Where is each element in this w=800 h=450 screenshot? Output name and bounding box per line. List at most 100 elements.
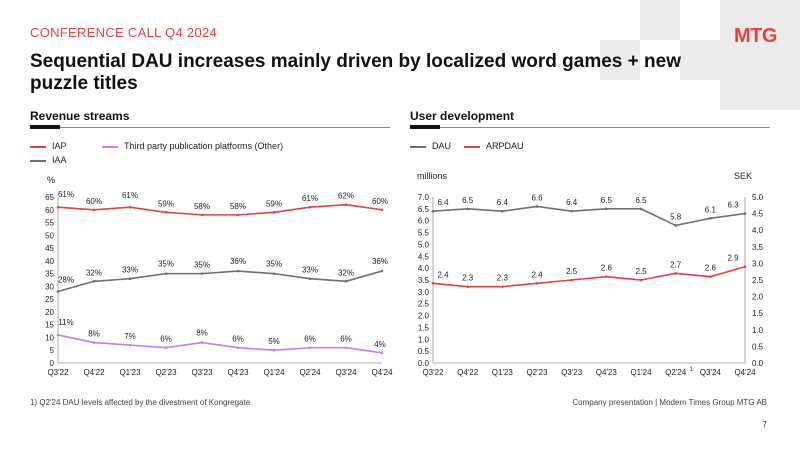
legend-item-iap: IAP xyxy=(30,141,67,151)
data-point xyxy=(501,285,504,288)
x-tick-label: Q4'22 xyxy=(457,368,479,377)
data-label: 7% xyxy=(124,332,136,341)
data-point xyxy=(308,346,312,349)
data-label: 33% xyxy=(302,266,318,275)
y2-tick-label: 4.5 xyxy=(752,210,764,219)
y-tick-label: 0.5 xyxy=(418,347,430,356)
x-tick-label: Q2'23 xyxy=(526,368,548,377)
data-point xyxy=(92,208,96,212)
data-label: 2.5 xyxy=(566,267,578,276)
data-label: 61% xyxy=(58,190,74,199)
y2-tick-label: 4.0 xyxy=(752,226,764,235)
x-tick-label: Q3'22 xyxy=(422,368,444,377)
y-tick-label: 3.5 xyxy=(418,276,430,285)
x-tick-label: Q3'24 xyxy=(335,368,357,377)
data-label: 28% xyxy=(58,275,74,284)
data-label: 8% xyxy=(196,329,208,338)
data-label: 6.1 xyxy=(705,205,717,214)
y-tick-label: 1.0 xyxy=(418,335,430,344)
data-point xyxy=(164,211,168,214)
data-point xyxy=(92,341,96,344)
data-label: 60% xyxy=(86,197,102,206)
decor-block xyxy=(720,0,800,110)
data-label: 32% xyxy=(338,268,354,277)
data-point xyxy=(380,208,384,212)
data-label: 2.6 xyxy=(705,264,717,273)
data-point xyxy=(466,285,469,288)
y2-tick-label: 5.0 xyxy=(752,193,764,202)
series-line-dau xyxy=(432,205,746,227)
data-point xyxy=(639,207,643,211)
data-point xyxy=(639,278,643,282)
y-tick-label: 6.5 xyxy=(418,205,430,214)
x-tick-label: Q2'24 xyxy=(299,368,321,377)
data-label: 2.5 xyxy=(635,267,647,276)
y-tick-label: 0.0 xyxy=(418,359,430,368)
data-point xyxy=(743,265,747,269)
section-divider xyxy=(30,127,390,128)
section-divider-accent xyxy=(30,125,60,129)
x-tick-label: Q4'23 xyxy=(596,368,618,377)
data-point xyxy=(501,209,504,213)
x-tick-label: Q3'24 xyxy=(700,368,722,377)
y-tick-label: 15 xyxy=(45,321,54,330)
data-label: 6% xyxy=(340,335,352,344)
x-tick-label: Q4'23 xyxy=(227,368,249,377)
data-label: 5.8 xyxy=(670,212,682,221)
data-point xyxy=(272,348,276,352)
footer-source: Company presentation | Modern Times Grou… xyxy=(572,398,767,407)
data-label: 11% xyxy=(58,318,73,327)
data-label: 35% xyxy=(266,260,282,269)
data-point xyxy=(466,207,469,211)
y2-tick-label: 2.5 xyxy=(752,276,764,285)
y-tick-label: 60 xyxy=(45,206,54,215)
data-point xyxy=(380,269,384,273)
data-label: 6% xyxy=(160,335,172,344)
y-tick-label: 5.5 xyxy=(418,229,430,238)
x-tick-label: Q2'23 xyxy=(155,368,177,377)
legend-item-dau: DAU xyxy=(410,141,451,151)
data-label: 36% xyxy=(230,257,246,266)
y-tick-label: 4.5 xyxy=(418,252,430,261)
data-point xyxy=(344,279,348,283)
y-tick-label: 5.0 xyxy=(418,240,430,249)
x-tick-label: Q1'24 xyxy=(263,368,285,377)
data-label: 35% xyxy=(158,260,174,269)
y-tick-label: 3.0 xyxy=(418,288,430,297)
data-label: 36% xyxy=(372,257,388,266)
legend-swatch xyxy=(102,145,118,148)
decor-block xyxy=(640,0,680,40)
legend-swatch xyxy=(30,145,46,148)
y2-tick-label: 0.0 xyxy=(752,359,764,368)
data-point xyxy=(535,205,539,208)
data-label: 6.4 xyxy=(437,198,449,207)
data-label: 6.5 xyxy=(635,196,647,205)
x-tick-label: Q3'22 xyxy=(47,368,69,377)
data-point xyxy=(308,277,312,281)
data-point xyxy=(56,333,60,337)
data-label: 6% xyxy=(232,335,244,344)
footnote: 1) Q2'24 DAU levels affected by the dive… xyxy=(30,398,251,407)
section-divider xyxy=(410,127,770,128)
legend-swatch xyxy=(464,145,480,148)
y2-tick-label: 3.0 xyxy=(752,259,764,268)
series-line-third xyxy=(57,334,383,354)
legend-item-third-party: Third party publication platforms (Other… xyxy=(102,141,283,151)
y-tick-label: 5 xyxy=(50,346,55,355)
data-point xyxy=(570,278,573,282)
y2-tick-label: 3.5 xyxy=(752,243,764,252)
data-point xyxy=(200,272,204,275)
revenue-y-unit: % xyxy=(47,175,56,185)
footnote-marker: 1 xyxy=(690,367,694,373)
user-y-unit: millions xyxy=(417,171,448,181)
data-label: 6% xyxy=(304,335,316,344)
data-point xyxy=(272,211,276,214)
data-label: 6.4 xyxy=(566,198,578,207)
data-label: 61% xyxy=(302,194,318,203)
data-label: 2.4 xyxy=(531,270,543,279)
y2-tick-label: 1.5 xyxy=(752,309,764,318)
data-point xyxy=(200,213,204,217)
data-label: 2.4 xyxy=(437,270,449,279)
series-line-arpdau xyxy=(432,265,746,288)
